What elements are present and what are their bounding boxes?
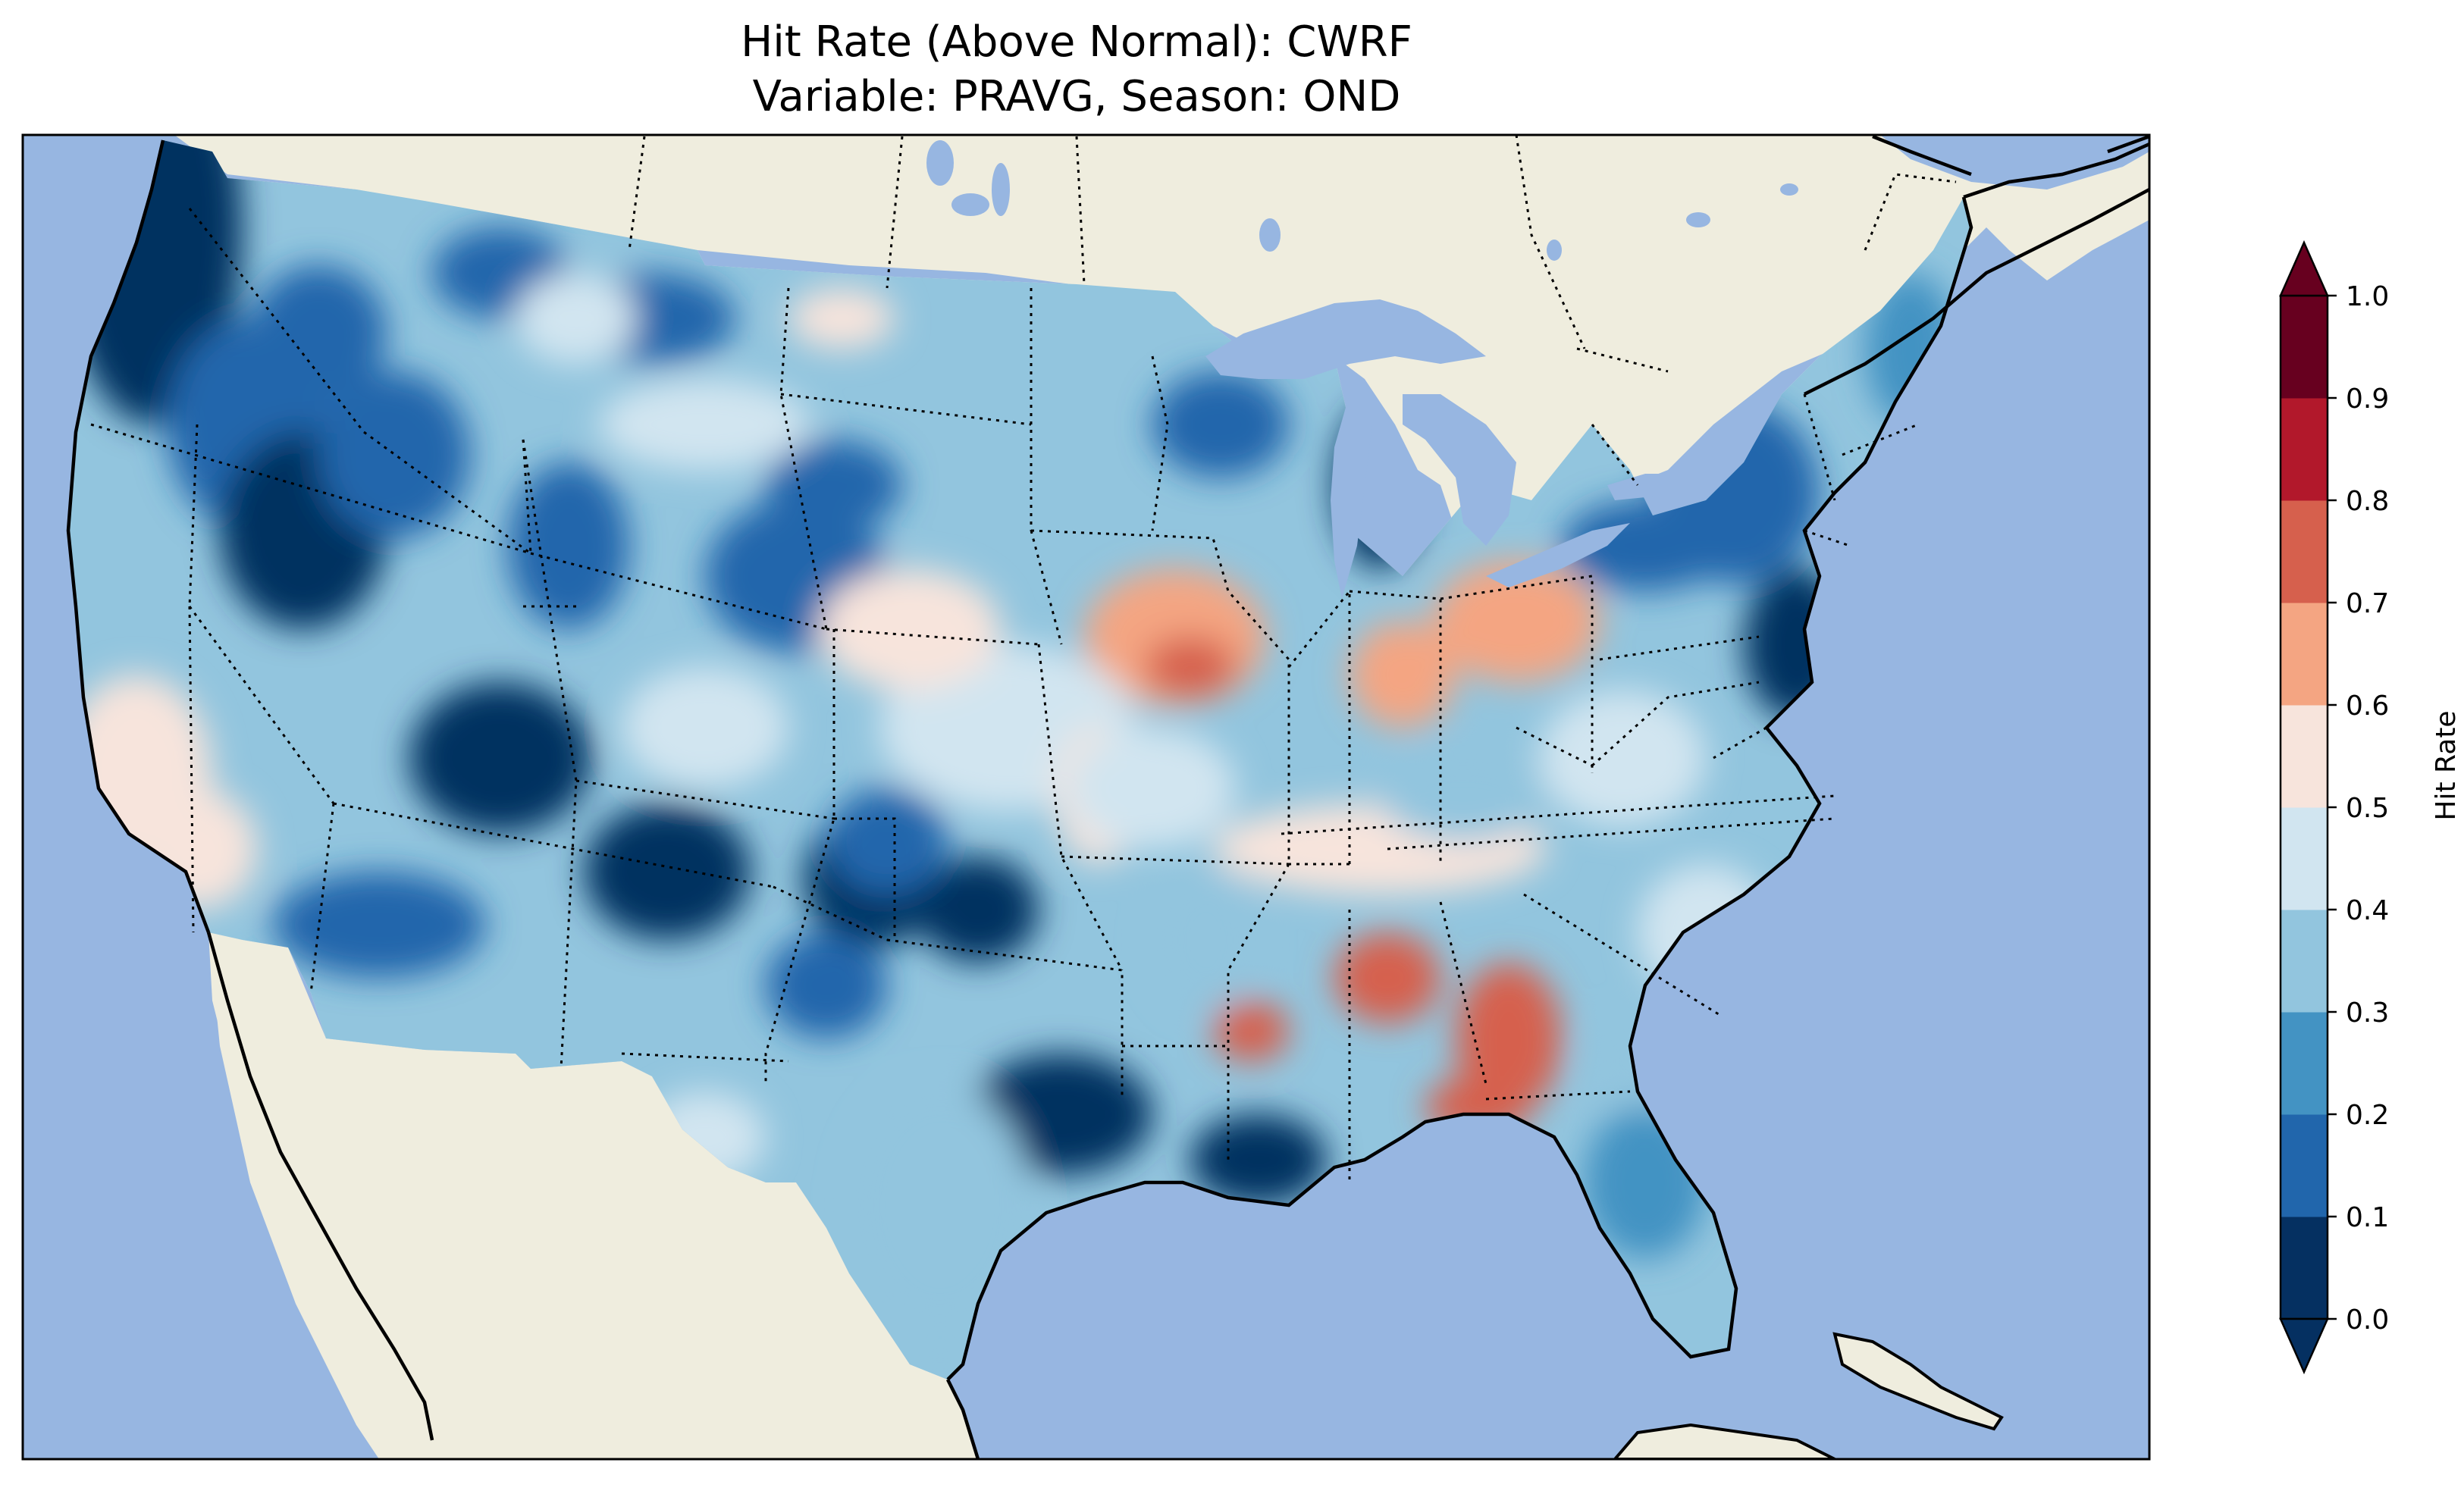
colorbar-tick-label: 0.2 [2346,1100,2389,1131]
hit-rate-cell [1433,561,1600,682]
lake-erie [1486,523,1630,587]
lake-michigan [1331,394,1372,599]
colorbar-over-triangle [2279,240,2329,297]
colorbar-ticks: 0.0 0.1 0.2 0.3 0.4 0.5 0.6 0.7 0.8 0.9 1.0 [2328,281,2389,1336]
colorbar-tick-label: 0.6 [2346,691,2389,722]
colorbar-tick-label: 0.0 [2346,1305,2389,1336]
colorbar-segment [2281,705,2328,808]
land-baja [208,932,432,1440]
hit-rate-cell [318,371,470,538]
hit-rate-cell [1456,963,1562,1114]
hit-rate-cell [766,932,887,1038]
colorbar-segment [2281,603,2328,706]
map-frame [21,133,2151,1461]
land-cuba [1832,1332,2004,1431]
hit-rate-cell [1539,690,1706,826]
coastlines [66,135,2149,1459]
hit-rate-cell [599,379,811,470]
hit-rate-cell [826,788,948,894]
colorbar-segment [2281,1217,2328,1320]
colorbar-label: Hit Rate [2431,710,2462,820]
hit-rate-cell [1562,500,1729,591]
hit-rate-cell [516,273,637,364]
hit-rate-cell [1213,1001,1289,1061]
land-yucatan [1613,1423,1835,1459]
colorbar-tick-label: 0.8 [2346,486,2389,517]
colorbar-tick-label: 0.4 [2346,895,2389,926]
hit-rate-cell [250,265,387,402]
hit-rate-cell [917,857,1039,963]
colorbar-segment [2281,296,2328,399]
hit-rate-field [68,140,1971,1380]
colorbar-under-triangle [2279,1317,2329,1375]
state-borders [90,135,1957,1182]
hit-rate-cell [508,462,629,629]
colorbar-segments [2279,294,2329,1320]
great-lakes [1205,299,1691,599]
hit-rate-cell [1380,750,1547,841]
hit-rate-cell [1334,932,1440,1023]
colorbar-tick-label: 0.9 [2346,384,2389,415]
hit-rate-cell [849,1084,1031,1326]
hit-rate-cell [1069,728,1236,849]
title-line-2: Variable: PRAVG, Season: OND [752,72,1401,121]
hit-rate-cell [766,440,902,531]
hit-rate-cell [1152,371,1289,478]
lake-ontario [1607,474,1691,500]
land-mexico [208,932,978,1459]
colorbar-tick-label: 0.1 [2346,1202,2389,1233]
colorbar-segment [2281,1012,2328,1115]
hit-rate-cell [1145,637,1236,697]
colorbar-segment [2281,398,2328,501]
colorbar-segment [2281,1114,2328,1217]
colorbar-tick-label: 0.7 [2346,588,2389,619]
colorbar-segment [2281,910,2328,1013]
hit-rate-cell [819,568,1001,690]
hit-rate-cell [409,682,591,834]
map-title: Hit Rate (Above Normal): CWRF Variable: … [0,15,2153,124]
colorbar-segment [2281,807,2328,910]
lake-huron [1403,394,1516,546]
colorbar-tick-label: 0.3 [2346,998,2389,1029]
canada-lakes [926,140,1798,261]
hit-rate-cell [584,803,751,940]
hit-rate-cell [1350,622,1456,728]
colorbar-segment [2281,500,2328,603]
hit-rate-cell [273,872,485,978]
hit-rate-cell [1190,1114,1327,1205]
title-line-1: Hit Rate (Above Normal): CWRF [741,17,1412,67]
colorbar-tick-label: 0.5 [2346,793,2389,824]
hit-rate-cell [1152,872,1259,1008]
lake-superior [1205,299,1486,379]
colorbar-tick-label: 1.0 [2346,281,2389,312]
hit-rate-cell [788,288,895,349]
land-canada [174,135,2149,576]
hit-rate-cell [622,667,788,788]
hit-rate-cell [68,140,243,424]
